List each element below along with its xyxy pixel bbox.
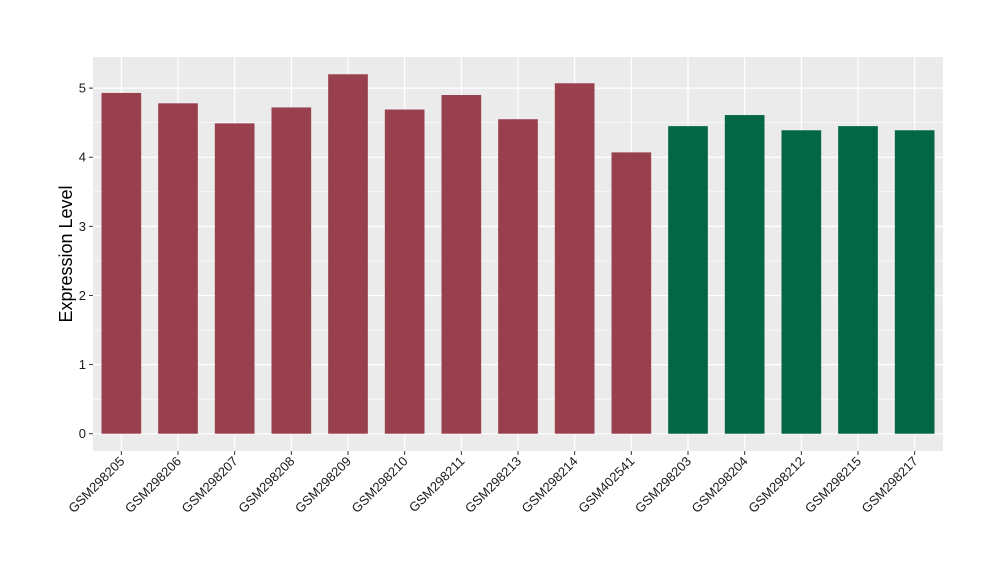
- x-tick-label: GSM298209: [292, 454, 354, 516]
- bars: [101, 74, 935, 434]
- bar-GSM298215: [838, 126, 878, 434]
- y-tick-label: 1: [79, 357, 86, 372]
- y-tick-label: 5: [79, 81, 86, 96]
- x-tick-label: GSM298215: [802, 454, 864, 516]
- bar-GSM298212: [781, 130, 822, 434]
- y-tick-label: 4: [79, 150, 86, 165]
- bar-GSM298211: [441, 95, 482, 434]
- bar-GSM402541: [611, 152, 652, 434]
- x-tick-label: GSM298210: [349, 454, 411, 516]
- y-tick-label: 2: [79, 288, 86, 303]
- bar-GSM298206: [158, 103, 198, 434]
- x-tick-label: GSM298213: [462, 454, 524, 516]
- x-tick-label: GSM298217: [859, 454, 921, 516]
- y-tick-label: 0: [79, 426, 86, 441]
- bar-GSM298208: [271, 107, 312, 434]
- x-tick-label: GSM298208: [235, 454, 297, 516]
- x-tick-label: GSM298207: [179, 454, 241, 516]
- x-tick-label: GSM298212: [745, 454, 807, 516]
- x-tick-label: GSM298214: [519, 454, 581, 516]
- bar-GSM298210: [384, 109, 425, 434]
- bar-GSM298213: [498, 119, 538, 434]
- bar-GSM298217: [894, 130, 935, 434]
- bar-GSM298214: [554, 83, 595, 434]
- y-axis: 0 1 2 3 4 5: [79, 81, 93, 441]
- bar-GSM298205: [101, 92, 142, 434]
- x-axis: GSM298205GSM298206GSM298207GSM298208GSM2…: [65, 451, 921, 516]
- y-tick-label: 3: [79, 219, 86, 234]
- x-tick-label: GSM298206: [122, 454, 184, 516]
- bar-GSM298204: [724, 115, 765, 434]
- x-tick-label: GSM298205: [65, 454, 127, 516]
- bar-GSM298209: [328, 74, 368, 434]
- bar-GSM298207: [214, 123, 255, 434]
- x-tick-label: GSM402541: [575, 454, 637, 516]
- x-tick-label: GSM298204: [689, 454, 751, 516]
- y-axis-title: Expression Level: [56, 185, 76, 322]
- bar-GSM298203: [668, 126, 708, 434]
- x-tick-label: GSM298203: [632, 454, 694, 516]
- x-tick-label: GSM298211: [406, 454, 468, 516]
